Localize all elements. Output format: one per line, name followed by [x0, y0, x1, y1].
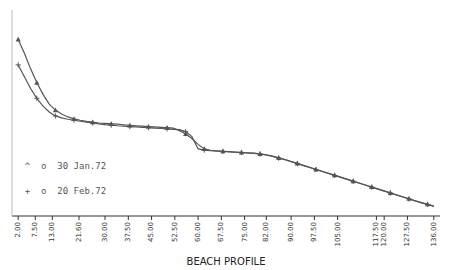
x-tick — [244, 216, 245, 220]
series-marker — [239, 150, 244, 155]
x-tick-label: 7.50 — [31, 222, 39, 238]
x-tick — [174, 216, 175, 220]
x-tick-label: 60.00 — [194, 222, 202, 242]
series-marker — [295, 161, 300, 166]
series-marker — [53, 113, 58, 118]
x-tick — [266, 216, 267, 220]
series-marker — [239, 150, 244, 155]
x-tick — [198, 216, 199, 220]
series-marker — [276, 155, 281, 160]
x-tick-label: 75.00 — [241, 222, 249, 242]
series-marker — [351, 179, 356, 184]
plot-area — [16, 37, 434, 207]
legend-entry: + o 20 Feb.72 — [25, 186, 106, 196]
legend-entry: ^ o 30 Jan.72 — [25, 161, 106, 171]
series-marker — [220, 149, 225, 154]
x-tick-label: 127.50 — [403, 222, 411, 247]
x-tick-label: 13.00 — [48, 222, 56, 242]
series-marker — [34, 80, 39, 85]
x-tick — [376, 216, 377, 220]
x-tick-label: 105.00 — [334, 222, 342, 247]
series-marker — [146, 125, 151, 130]
series-marker — [202, 147, 207, 152]
series-marker — [220, 149, 225, 154]
y-axis — [12, 10, 13, 216]
series-marker — [34, 96, 39, 101]
x-tick — [105, 216, 106, 220]
x-tick-label: 67.50 — [217, 222, 225, 242]
series-marker — [276, 156, 281, 161]
series-marker — [313, 167, 318, 172]
x-tick — [35, 216, 36, 220]
x-tick-label: 97.50 — [310, 222, 318, 242]
x-tick — [52, 216, 53, 220]
chart: 2.00 7.50 13.00 21.60 30.00 37.50 45.00 52.50 60… — [0, 0, 450, 270]
x-tick — [384, 216, 385, 220]
series-marker — [183, 129, 188, 134]
series-marker — [406, 196, 411, 201]
x-tick — [78, 216, 79, 220]
series-marker — [109, 123, 114, 128]
x-axis-label: BEACH PROFILE — [187, 256, 266, 267]
series-marker — [258, 151, 263, 156]
series-marker — [332, 173, 337, 178]
series-marker — [258, 151, 263, 156]
x-tick — [337, 216, 338, 220]
x-tick-label: 136.00 — [430, 222, 438, 247]
series-marker — [425, 202, 430, 207]
series-line — [18, 65, 434, 206]
x-tick — [221, 216, 222, 220]
series-line — [18, 39, 434, 206]
series-marker — [388, 190, 393, 195]
series-marker — [90, 120, 95, 125]
x-tick-label: 90.00 — [287, 222, 295, 242]
x-tick — [314, 216, 315, 220]
x-tick-label: 37.50 — [124, 222, 132, 242]
series-marker — [16, 62, 21, 67]
x-tick — [18, 216, 19, 220]
series-marker — [369, 185, 374, 190]
x-axis — [12, 216, 440, 217]
x-tick — [291, 216, 292, 220]
x-tick — [128, 216, 129, 220]
x-tick — [151, 216, 152, 220]
x-tick — [407, 216, 408, 220]
series-marker — [164, 126, 169, 131]
x-tick-label: 45.00 — [147, 222, 155, 242]
x-tick-label: 82.00 — [262, 222, 270, 242]
series-marker — [71, 118, 76, 123]
series-marker — [16, 37, 21, 42]
x-tick-label: 30.00 — [101, 222, 109, 242]
series-marker — [127, 124, 132, 129]
series-marker — [53, 107, 58, 112]
x-tick-label: 21.60 — [75, 222, 83, 242]
x-tick — [433, 216, 434, 220]
x-tick-label: 120.00 — [380, 222, 388, 247]
x-tick-label: 2.00 — [14, 222, 22, 238]
x-tick-label: 52.50 — [171, 222, 179, 242]
